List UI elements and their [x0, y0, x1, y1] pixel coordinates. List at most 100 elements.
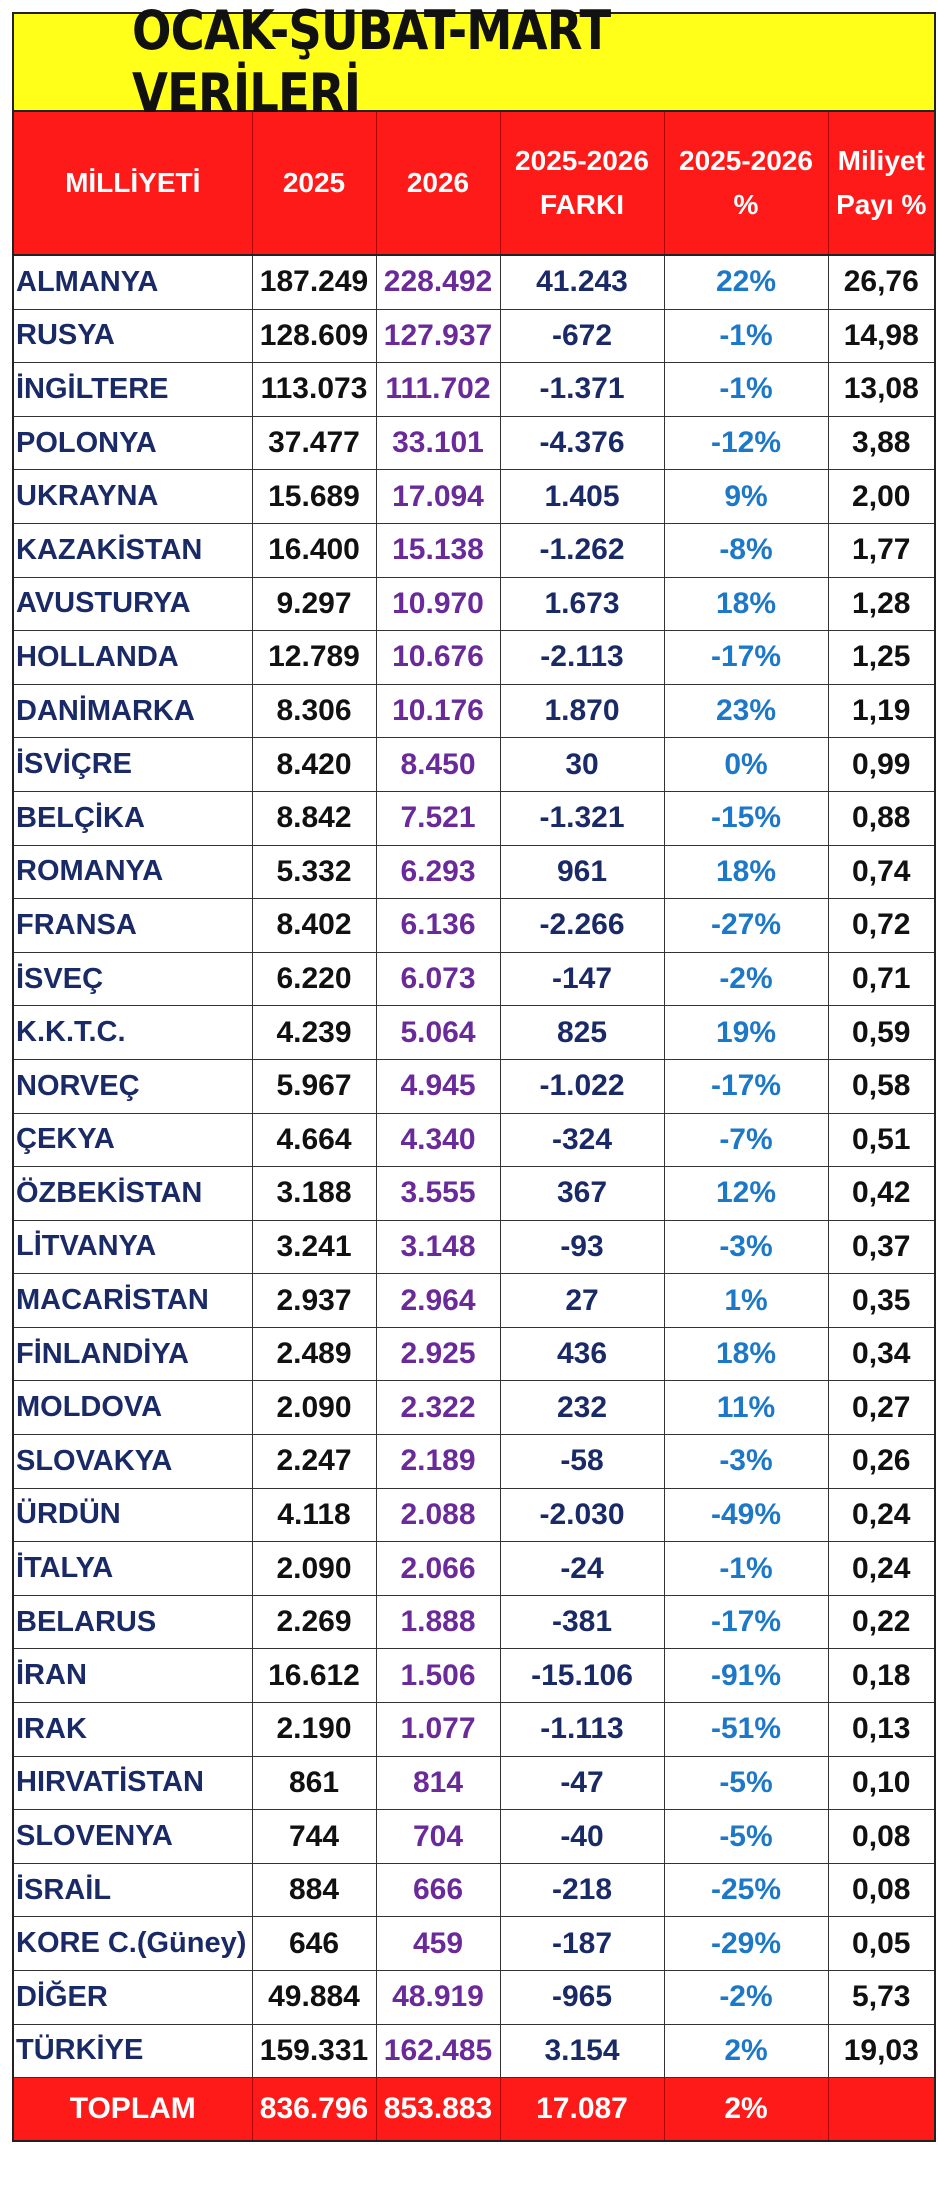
nationality-cell: RUSYA [14, 309, 253, 364]
table-row: KORE C.(Güney) 646 459 -187 -29% 0,05 [14, 1916, 934, 1971]
percent-cell: 18% [664, 577, 829, 632]
percent-cell: -1% [664, 362, 829, 417]
percent-cell: -51% [664, 1702, 829, 1757]
table-row: FRANSA 8.402 6.136 -2.266 -27% 0,72 [14, 898, 934, 953]
share-cell: 0,18 [828, 1648, 934, 1704]
percent-cell: -2% [664, 952, 829, 1007]
nationality-cell: ÜRDÜN [14, 1488, 253, 1543]
difference-cell: -147 [500, 952, 665, 1007]
difference-cell: -1.321 [500, 791, 665, 846]
nationality-cell: SLOVAKYA [14, 1434, 253, 1489]
percent-cell: -5% [664, 1809, 829, 1864]
value-2025-cell: 2.190 [252, 1702, 377, 1757]
percent-cell: -5% [664, 1756, 829, 1811]
value-2026-cell: 814 [376, 1756, 501, 1811]
share-cell: 0,08 [828, 1863, 934, 1918]
nationality-cell: DANİMARKA [14, 684, 253, 739]
percent-cell: 12% [664, 1166, 829, 1221]
value-2026-cell: 6.136 [376, 898, 501, 953]
difference-cell: -40 [500, 1809, 665, 1864]
value-2025-cell: 4.239 [252, 1005, 377, 1060]
table-row: K.K.T.C. 4.239 5.064 825 19% 0,59 [14, 1005, 934, 1060]
difference-cell: -1.262 [500, 523, 665, 578]
value-2025-cell: 6.220 [252, 952, 377, 1007]
percent-cell: -7% [664, 1113, 829, 1168]
total-difference-cell: 17.087 [500, 2077, 665, 2141]
share-cell: 19,03 [828, 2024, 934, 2079]
difference-cell: -24 [500, 1541, 665, 1596]
percent-cell: -2% [664, 1970, 829, 2025]
value-2025-cell: 16.612 [252, 1648, 377, 1704]
value-2025-cell: 159.331 [252, 2024, 377, 2079]
share-cell: 0,24 [828, 1541, 934, 1596]
value-2025-cell: 2.090 [252, 1541, 377, 1596]
table-row: İTALYA 2.090 2.066 -24 -1% 0,24 [14, 1541, 934, 1596]
percent-cell: -29% [664, 1916, 829, 1971]
value-2025-cell: 884 [252, 1863, 377, 1918]
total-percent-cell: 2% [664, 2077, 829, 2141]
value-2025-cell: 8.306 [252, 684, 377, 739]
value-2026-cell: 48.919 [376, 1970, 501, 2025]
table-row: IRAK 2.190 1.077 -1.113 -51% 0,13 [14, 1702, 934, 1757]
nationality-cell: ROMANYA [14, 845, 253, 900]
table-row: HIRVATİSTAN 861 814 -47 -5% 0,10 [14, 1756, 934, 1811]
data-sheet: OCAK-ŞUBAT-MART VERİLERİ MİLLİYETİ 2025 … [12, 0, 936, 2143]
table-row: ÖZBEKİSTAN 3.188 3.555 367 12% 0,42 [14, 1166, 934, 1221]
nationality-cell: TÜRKİYE [14, 2024, 253, 2079]
percent-cell: 1% [664, 1273, 829, 1328]
value-2025-cell: 113.073 [252, 362, 377, 417]
table-row: MOLDOVA 2.090 2.322 232 11% 0,27 [14, 1380, 934, 1436]
value-2025-cell: 2.489 [252, 1327, 377, 1382]
share-cell: 14,98 [828, 309, 934, 364]
table-row: ROMANYA 5.332 6.293 961 18% 0,74 [14, 845, 934, 900]
share-cell: 0,05 [828, 1916, 934, 1971]
table-body: ALMANYA 187.249 228.492 41.243 22% 26,76 RUSYA… [14, 255, 934, 2141]
difference-cell: -965 [500, 1970, 665, 2025]
difference-cell: 27 [500, 1273, 665, 1328]
value-2026-cell: 459 [376, 1916, 501, 1971]
share-cell: 0,99 [828, 737, 934, 792]
difference-cell: 1.673 [500, 577, 665, 632]
nationality-cell: SLOVENYA [14, 1809, 253, 1864]
value-2026-cell: 33.101 [376, 416, 501, 471]
percent-cell: -91% [664, 1648, 829, 1704]
header-nationality: MİLLİYETİ [14, 112, 253, 256]
difference-cell: -93 [500, 1220, 665, 1275]
difference-cell: -2.266 [500, 898, 665, 953]
value-2026-cell: 2.322 [376, 1380, 501, 1436]
table-row: İSVEÇ 6.220 6.073 -147 -2% 0,71 [14, 952, 934, 1007]
table-row: ALMANYA 187.249 228.492 41.243 22% 26,76 [14, 255, 934, 310]
percent-cell: -15% [664, 791, 829, 846]
value-2026-cell: 3.148 [376, 1220, 501, 1275]
value-2025-cell: 646 [252, 1916, 377, 1971]
nationality-cell: ÖZBEKİSTAN [14, 1166, 253, 1221]
share-cell: 0,13 [828, 1702, 934, 1757]
table-row: İSRAİL 884 666 -218 -25% 0,08 [14, 1863, 934, 1918]
table-row: POLONYA 37.477 33.101 -4.376 -12% 3,88 [14, 416, 934, 471]
nationality-cell: İSVEÇ [14, 952, 253, 1007]
value-2026-cell: 2.088 [376, 1488, 501, 1543]
difference-cell: 232 [500, 1380, 665, 1436]
value-2025-cell: 2.090 [252, 1380, 377, 1436]
total-nationality-cell: TOPLAM [14, 2077, 253, 2141]
value-2025-cell: 2.247 [252, 1434, 377, 1489]
share-cell: 0,42 [828, 1166, 934, 1221]
table-row: RUSYA 128.609 127.937 -672 -1% 14,98 [14, 309, 934, 364]
difference-cell: -2.113 [500, 630, 665, 685]
nationality-cell: IRAK [14, 1702, 253, 1757]
difference-cell: 961 [500, 845, 665, 900]
share-cell: 0,37 [828, 1220, 934, 1275]
percent-cell: 0% [664, 737, 829, 792]
percent-cell: -3% [664, 1220, 829, 1275]
percent-cell: -17% [664, 1059, 829, 1114]
table-row: İRAN 16.612 1.506 -15.106 -91% 0,18 [14, 1648, 934, 1704]
share-cell: 2,00 [828, 469, 934, 524]
nationality-cell: DİĞER [14, 1970, 253, 2025]
value-2025-cell: 3.188 [252, 1166, 377, 1221]
table-row: MACARİSTAN 2.937 2.964 27 1% 0,35 [14, 1273, 934, 1328]
table-row: UKRAYNA 15.689 17.094 1.405 9% 2,00 [14, 469, 934, 524]
nationality-cell: BELÇİKA [14, 791, 253, 846]
difference-cell: -1.113 [500, 1702, 665, 1757]
share-cell: 0,08 [828, 1809, 934, 1864]
difference-cell: 30 [500, 737, 665, 792]
